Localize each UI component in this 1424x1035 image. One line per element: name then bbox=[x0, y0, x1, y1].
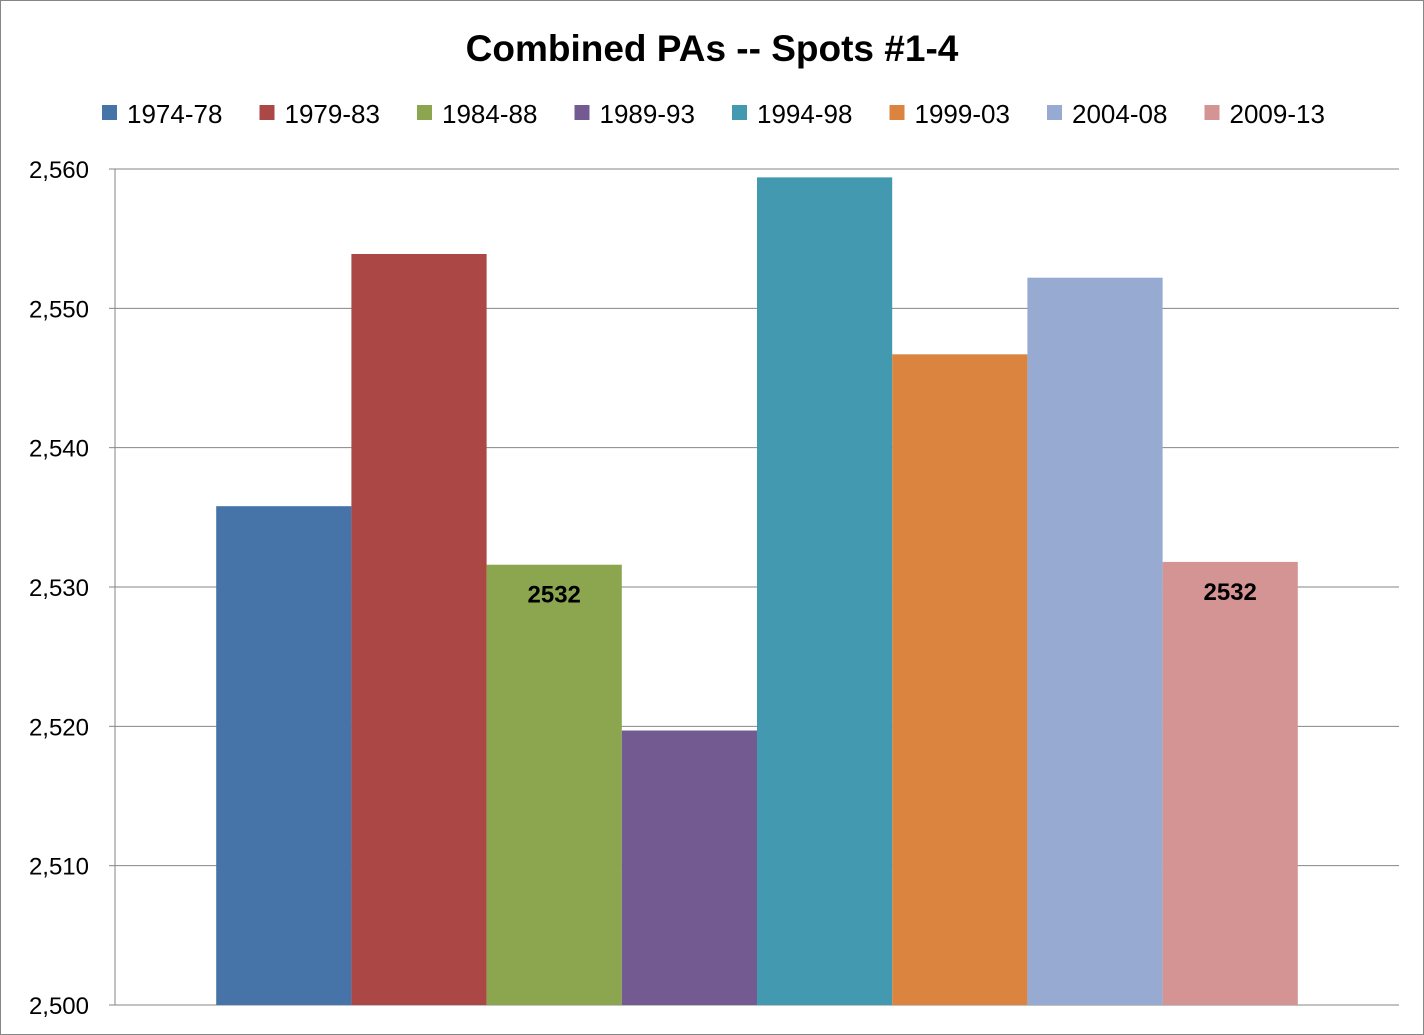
bar-2004-08 bbox=[1027, 277, 1163, 1005]
legend: 1974-78 1979-83 1984-88 1989-93 1994-98 1999-… bbox=[102, 99, 1325, 129]
bar-1984-88 bbox=[486, 564, 622, 1005]
legend-swatch bbox=[889, 105, 905, 120]
legend-swatch bbox=[417, 105, 432, 120]
legend-swatch bbox=[732, 105, 747, 120]
legend-swatch bbox=[1204, 105, 1220, 120]
y-tick-label: 2,510 bbox=[29, 854, 89, 881]
legend-item: 1974-78 bbox=[102, 99, 222, 129]
legend-swatch bbox=[259, 105, 275, 120]
legend-item: 1999-03 bbox=[889, 99, 1010, 129]
legend-label: 1979-83 bbox=[285, 99, 380, 129]
legend-item: 1989-93 bbox=[574, 99, 695, 129]
data-label: 2532 bbox=[528, 582, 581, 609]
legend-swatch bbox=[1047, 105, 1062, 120]
legend-label: 1984-88 bbox=[442, 99, 537, 129]
legend-item: 1984-88 bbox=[417, 99, 537, 129]
legend-item: 1979-83 bbox=[259, 99, 380, 129]
bar-1974-78 bbox=[216, 506, 352, 1005]
bar-1994-98 bbox=[757, 177, 893, 1006]
chart-title: Combined PAs -- Spots #1-4 bbox=[466, 28, 959, 69]
y-tick-label: 2,560 bbox=[29, 157, 89, 184]
legend-swatch bbox=[574, 105, 590, 120]
legend-label: 1994-98 bbox=[757, 99, 852, 129]
y-tick-label: 2,550 bbox=[29, 296, 89, 323]
y-tick-label: 2,530 bbox=[29, 575, 89, 602]
y-tick-label: 2,500 bbox=[29, 993, 89, 1020]
legend-item: 2009-13 bbox=[1204, 99, 1325, 129]
legend-label: 1989-93 bbox=[600, 99, 695, 129]
legend-label: 2004-08 bbox=[1072, 99, 1167, 129]
bar-1999-03 bbox=[892, 354, 1028, 1005]
bar-1989-93 bbox=[621, 730, 757, 1005]
data-label: 2532 bbox=[1204, 579, 1257, 606]
bars bbox=[216, 177, 1298, 1006]
legend-item: 1994-98 bbox=[732, 99, 852, 129]
y-tick-label: 2,540 bbox=[29, 436, 89, 463]
legend-label: 1999-03 bbox=[915, 99, 1010, 129]
y-tick-label: 2,520 bbox=[29, 714, 89, 741]
legend-label: 2009-13 bbox=[1230, 99, 1325, 129]
bar-1979-83 bbox=[351, 253, 487, 1005]
legend-swatch bbox=[102, 105, 117, 120]
legend-item: 2004-08 bbox=[1047, 99, 1167, 129]
legend-label: 1974-78 bbox=[127, 99, 222, 129]
bar-2009-13 bbox=[1162, 561, 1298, 1005]
data-labels: 2532 2532 bbox=[528, 579, 1257, 609]
